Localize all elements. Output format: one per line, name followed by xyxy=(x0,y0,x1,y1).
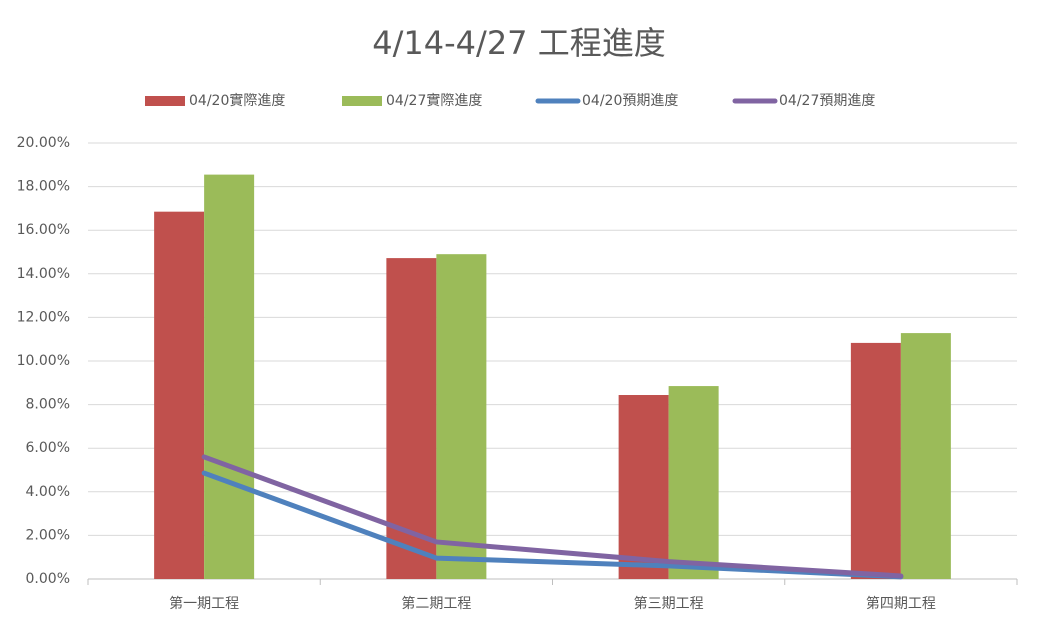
y-tick-label: 16.00% xyxy=(17,222,70,238)
y-tick-label: 0.00% xyxy=(26,571,70,587)
x-tick-label: 第一期工程 xyxy=(169,595,239,612)
y-tick-label: 18.00% xyxy=(17,179,70,195)
x-tick-label: 第三期工程 xyxy=(634,595,704,612)
line xyxy=(201,470,904,580)
bar xyxy=(618,395,669,579)
y-tick-label: 6.00% xyxy=(26,440,70,456)
bar xyxy=(154,211,205,580)
legend-swatch xyxy=(145,96,185,106)
bar xyxy=(204,174,255,580)
y-tick-label: 20.00% xyxy=(17,135,70,151)
chart-title: 4/14-4/27 工程進度 xyxy=(372,24,665,62)
bar xyxy=(436,254,487,579)
legend-label: 04/27預期進度 xyxy=(779,93,875,109)
bar xyxy=(668,386,719,579)
bar xyxy=(900,333,951,579)
legend-label: 04/20實際進度 xyxy=(189,92,285,109)
line xyxy=(201,454,904,579)
y-tick-label: 14.00% xyxy=(17,266,70,282)
y-tick-label: 8.00% xyxy=(26,397,70,413)
y-tick-label: 12.00% xyxy=(17,309,70,325)
y-tick-label: 10.00% xyxy=(17,353,70,369)
x-tick-label: 第二期工程 xyxy=(401,595,471,612)
bar xyxy=(850,342,901,579)
x-tick-label: 第四期工程 xyxy=(866,595,936,612)
y-tick-label: 4.00% xyxy=(26,484,70,500)
legend-label: 04/27實際進度 xyxy=(386,92,482,109)
legend-label: 04/20預期進度 xyxy=(582,93,678,109)
y-tick-label: 2.00% xyxy=(26,527,70,543)
legend-swatch xyxy=(342,96,382,106)
